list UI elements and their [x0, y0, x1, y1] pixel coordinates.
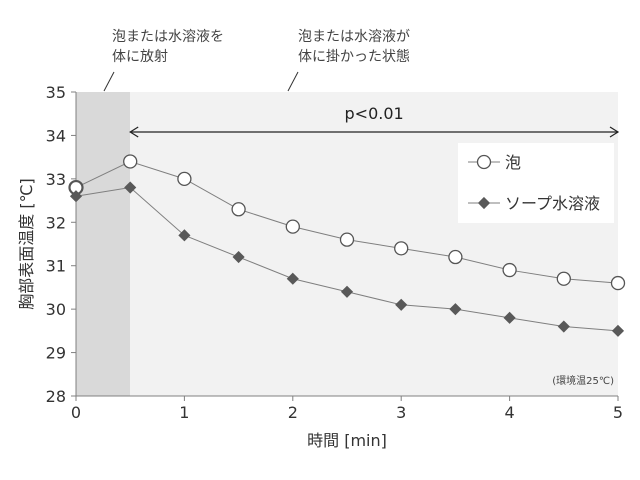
series-1-point-7 — [449, 303, 462, 316]
phase1-line-1: 泡または水溶液を — [112, 29, 224, 45]
series-1 — [69, 181, 625, 337]
series-0-point-2 — [177, 171, 192, 187]
x-axis-label: 時間 [min] — [307, 431, 387, 450]
ambient-temperature-note: (環境温25℃) — [552, 374, 614, 387]
y-tick-label-31: 31 — [46, 257, 66, 276]
x-tick-label-4: 4 — [505, 403, 515, 422]
series-0-point-8 — [502, 262, 517, 278]
series-1-point-9 — [557, 320, 570, 333]
y-tick-label-33: 33 — [46, 170, 66, 189]
series-1-point-4 — [286, 272, 299, 285]
series-1-point-5 — [340, 285, 354, 298]
series-0-point-10 — [610, 275, 626, 291]
y-tick-label-34: 34 — [46, 126, 66, 145]
significance-label: p<0.01 — [345, 104, 404, 123]
phase1-leader-line — [103, 71, 115, 92]
series-0-point-4 — [285, 219, 300, 234]
y-tick-label-32: 32 — [46, 213, 66, 232]
series-1-point-10 — [611, 324, 625, 337]
y-axis-label: 胸部表面温度 [℃] — [17, 178, 36, 310]
series-0-point-7 — [448, 249, 463, 265]
series-1-point-6 — [395, 298, 408, 311]
phase1-annotation: 泡または水溶液を 体に放射 — [112, 27, 224, 67]
shaded-region-0 — [76, 92, 131, 396]
y-tick-label-29: 29 — [46, 344, 66, 363]
x-tick-label-0: 0 — [71, 403, 81, 422]
phase2-line-2: 体に掛かった状態 — [298, 49, 410, 65]
series-1-point-3 — [232, 250, 245, 264]
series-1-point-2 — [178, 229, 191, 242]
series-1-point-0 — [69, 190, 83, 203]
series-1-point-8 — [503, 311, 516, 324]
series-1-point-1 — [124, 181, 137, 194]
phase1-line-2: 体に放射 — [112, 49, 168, 65]
legend-marker-0 — [476, 154, 492, 170]
series-0-point-1 — [123, 154, 138, 169]
legend-label-1: ソープ水溶液 — [505, 194, 600, 213]
significance-arrow-right-head — [609, 126, 620, 138]
x-tick-label-5: 5 — [613, 403, 623, 422]
series-0-point-5 — [339, 232, 355, 247]
y-tick-label-30: 30 — [46, 300, 66, 319]
significance-arrow-left-head — [129, 126, 139, 138]
y-tick-label-28: 28 — [46, 387, 66, 406]
series-0 — [68, 154, 626, 291]
series-0-point-9 — [556, 271, 571, 286]
legend-marker-1 — [477, 196, 491, 210]
x-tick-label-3: 3 — [396, 403, 406, 422]
y-tick-label-35: 35 — [46, 83, 66, 102]
series-0-point-6 — [394, 241, 409, 256]
legend-label-0: 泡 — [505, 153, 521, 172]
phase2-annotation: 泡または水溶液が 体に掛かった状態 — [298, 27, 410, 67]
phase2-line-1: 泡または水溶液が — [298, 29, 410, 45]
series-0-point-3 — [231, 202, 246, 217]
x-tick-label-1: 1 — [179, 403, 189, 422]
x-tick-label-2: 2 — [288, 403, 298, 422]
phase2-leader-line — [287, 71, 299, 92]
